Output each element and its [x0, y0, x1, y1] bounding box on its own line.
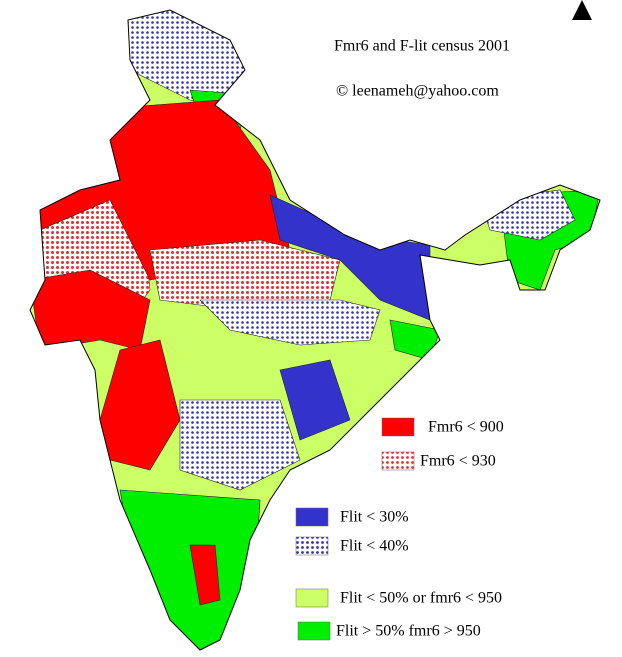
legend-label: Flit > 50% fmr6 > 950	[336, 623, 481, 640]
region	[119, 489, 261, 650]
region	[179, 399, 301, 491]
legend-swatch	[381, 417, 415, 437]
credit: © leenameh@yahoo.com	[336, 83, 499, 100]
region	[189, 544, 221, 606]
legend: Fmr6 < 900 Fmr6 < 930 Flit < 30% Flit < 40%…	[295, 417, 504, 641]
legend-swatch	[381, 451, 415, 471]
north-arrow	[572, 0, 592, 20]
legend-swatch	[295, 588, 329, 608]
legend-swatch	[295, 536, 329, 556]
map-title: Fmr6 and F-lit census 2001	[334, 38, 510, 55]
region	[99, 10, 261, 111]
region	[279, 359, 351, 441]
legend-label: Flit < 30%	[340, 509, 409, 526]
legend-label: Flit < 50% or fmr6 < 950	[340, 590, 502, 607]
legend-label: Fmr6 < 930	[420, 453, 496, 470]
legend-swatch	[295, 507, 329, 527]
legend-label: Flit < 40%	[340, 538, 409, 555]
legend-label: Fmr6 < 900	[428, 419, 504, 436]
region	[199, 299, 381, 346]
legend-swatch	[297, 621, 331, 641]
